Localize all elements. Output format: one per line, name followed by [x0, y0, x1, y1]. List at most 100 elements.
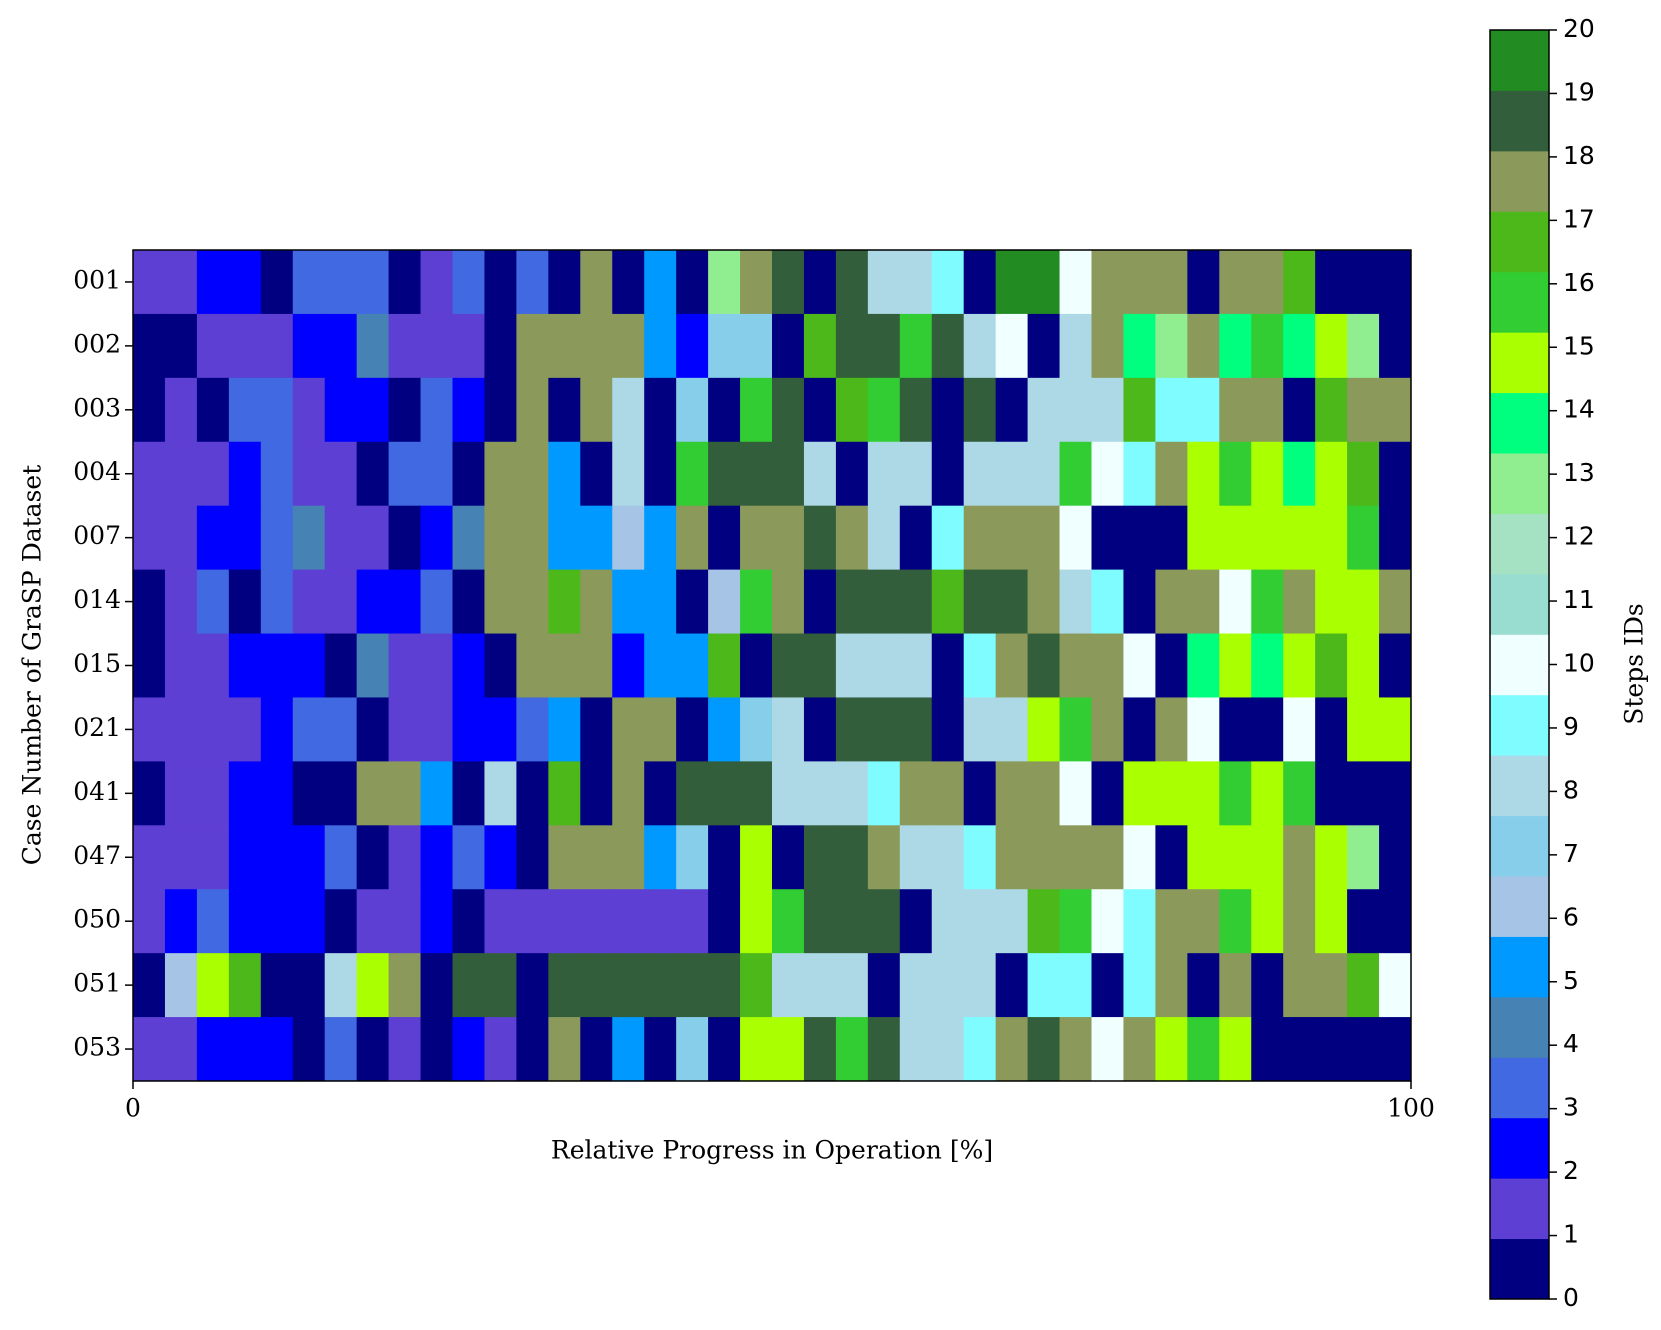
cell	[324, 633, 358, 698]
cell	[1251, 825, 1284, 890]
cell	[1027, 441, 1061, 507]
cell	[676, 569, 709, 635]
cell	[708, 633, 741, 698]
cell	[995, 1017, 1029, 1082]
cell	[1123, 250, 1156, 315]
cell	[452, 889, 485, 954]
colorbar-tick-label: 19	[1563, 77, 1595, 106]
cell	[835, 1017, 869, 1082]
cell	[803, 441, 837, 507]
cell	[1187, 889, 1220, 954]
cell	[708, 313, 741, 379]
cell	[995, 313, 1029, 379]
cell	[1091, 761, 1124, 826]
colorbar-swatch	[1490, 573, 1549, 635]
cell	[867, 633, 901, 698]
cell	[484, 569, 517, 635]
cell	[196, 250, 230, 315]
cell	[388, 313, 422, 379]
cell	[835, 761, 869, 826]
cell	[1379, 441, 1412, 507]
cell	[995, 825, 1029, 890]
cell	[1059, 313, 1092, 379]
cell	[356, 953, 390, 1018]
cell	[772, 953, 805, 1018]
cell	[644, 377, 677, 443]
cell	[1155, 633, 1188, 698]
cell	[1283, 377, 1316, 443]
cell	[420, 953, 453, 1018]
cell	[1155, 889, 1188, 954]
cell	[612, 825, 645, 890]
cell	[1315, 313, 1348, 379]
cell	[324, 441, 358, 507]
cell	[516, 1017, 549, 1082]
cell	[740, 761, 773, 826]
cell	[995, 377, 1029, 443]
cell	[516, 633, 549, 698]
cell	[740, 633, 773, 698]
cell	[708, 569, 741, 635]
cell	[356, 697, 390, 762]
cell	[196, 1017, 230, 1082]
cell	[835, 633, 869, 698]
cell	[1187, 633, 1220, 698]
cell	[931, 761, 965, 826]
cell	[644, 313, 677, 379]
cell	[228, 953, 262, 1018]
cell	[580, 313, 613, 379]
cell	[963, 953, 997, 1018]
cell	[1187, 569, 1220, 635]
cell	[931, 1017, 965, 1082]
cell	[1187, 1017, 1220, 1082]
cell	[1123, 633, 1156, 698]
cell	[260, 313, 294, 379]
cell	[899, 889, 933, 954]
cell	[899, 377, 933, 443]
cell	[644, 825, 677, 890]
colorbar-swatch	[1490, 815, 1549, 877]
y-tick-label: 014	[73, 585, 121, 614]
cell	[963, 441, 997, 507]
cell	[452, 953, 485, 1018]
cell	[1315, 889, 1348, 954]
cell	[388, 761, 422, 826]
cell	[196, 441, 230, 507]
cell	[644, 761, 677, 826]
cell	[1283, 761, 1316, 826]
cell	[580, 1017, 613, 1082]
cell	[420, 250, 453, 315]
cell	[803, 250, 837, 315]
cell	[548, 250, 581, 315]
cell	[1027, 953, 1061, 1018]
cell	[1027, 569, 1061, 635]
cell	[1283, 441, 1316, 507]
cell	[644, 505, 677, 571]
cell	[164, 633, 198, 698]
cell	[1091, 633, 1124, 698]
cell	[931, 377, 965, 443]
cell	[1315, 697, 1348, 762]
cell	[676, 1017, 709, 1082]
y-tick-label: 002	[73, 329, 121, 358]
cell	[1123, 377, 1156, 443]
cell	[548, 761, 581, 826]
cell	[164, 761, 198, 826]
cell	[196, 313, 230, 379]
colorbar-swatch	[1490, 694, 1549, 756]
cell	[1187, 313, 1220, 379]
cell	[1347, 313, 1380, 379]
x-tick-label: 100	[1387, 1094, 1435, 1123]
cell	[228, 505, 262, 571]
cell	[516, 569, 549, 635]
cell	[324, 953, 358, 1018]
cell	[740, 569, 773, 635]
cell	[772, 1017, 805, 1082]
cell	[1251, 250, 1284, 315]
cell	[1027, 377, 1061, 443]
cell	[260, 441, 294, 507]
cell	[133, 761, 166, 826]
cell	[835, 569, 869, 635]
cell	[164, 441, 198, 507]
